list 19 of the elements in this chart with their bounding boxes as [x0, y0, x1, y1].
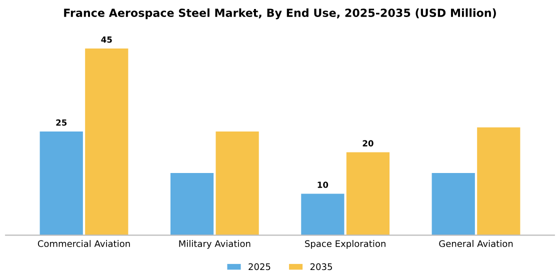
chart-title: France Aerospace Steel Market, By End Use, 2025-2035 (USD Million) — [64, 8, 496, 20]
data-label: 25 — [56, 119, 67, 126]
bar — [216, 131, 259, 236]
data-label: 45 — [101, 36, 112, 43]
bar — [85, 48, 128, 236]
x-tick-label: General Aviation — [439, 240, 513, 248]
legend-label: 2035 — [310, 263, 332, 270]
x-tick-label: Space Exploration — [305, 240, 386, 249]
bar — [301, 194, 344, 236]
bar — [170, 172, 214, 236]
data-label: 20 — [362, 140, 374, 146]
data-label: 10 — [318, 182, 328, 188]
bar — [40, 131, 83, 236]
x-tick-label: Commercial Aviation — [38, 240, 130, 248]
bar — [346, 152, 390, 236]
bar — [477, 127, 520, 236]
legend-label: 2025 — [248, 263, 270, 270]
bar — [432, 172, 475, 236]
x-tick-label: Military Aviation — [179, 240, 250, 249]
